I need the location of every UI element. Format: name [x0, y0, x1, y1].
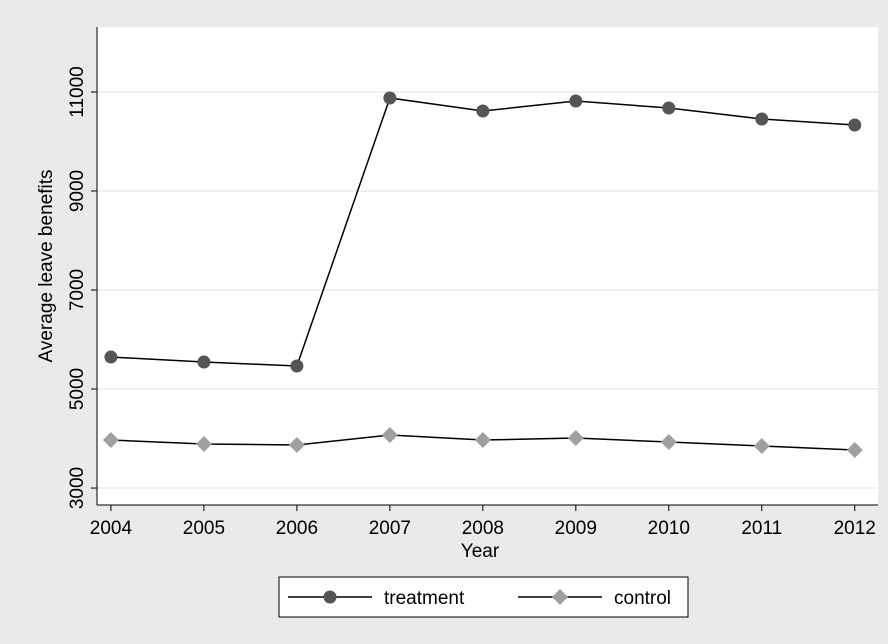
data-point [197, 355, 211, 369]
legend-label: treatment [384, 588, 465, 609]
y-axis-label: Average leave benefits [36, 170, 57, 363]
data-point [104, 350, 118, 364]
data-point [288, 437, 305, 454]
data-point [662, 101, 676, 115]
data-point [102, 432, 119, 449]
legend-label: control [614, 588, 671, 609]
y-tick-label: 7000 [67, 269, 88, 311]
y-tick-label: 3000 [67, 467, 88, 509]
x-tick-label: 2004 [90, 518, 133, 539]
data-point [567, 430, 584, 447]
y-tick-label: 9000 [67, 170, 88, 212]
y-tick-label: 5000 [67, 368, 88, 410]
x-tick-label: 2006 [276, 518, 318, 539]
x-tick-label: 2008 [462, 518, 504, 539]
legend-marker [323, 590, 337, 604]
data-point [290, 359, 304, 373]
x-tick-label: 2011 [741, 518, 782, 539]
x-tick-label: 2010 [648, 518, 690, 539]
data-point [476, 104, 490, 118]
data-point [474, 432, 491, 449]
data-point [660, 434, 677, 451]
data-point [381, 427, 398, 444]
data-point [383, 91, 397, 105]
plot-area [97, 27, 878, 505]
x-tick-label: 2007 [369, 518, 411, 539]
data-point [195, 436, 212, 453]
data-point [846, 442, 863, 459]
x-tick-label: 2012 [834, 518, 876, 539]
x-tick-label: 2009 [555, 518, 597, 539]
x-axis-label: Year [461, 541, 500, 562]
y-tick-label: 11000 [67, 66, 88, 117]
legend-marker [552, 589, 568, 605]
data-point [755, 112, 769, 126]
data-point [753, 438, 770, 455]
x-tick-label: 2005 [183, 518, 225, 539]
data-point [569, 94, 583, 108]
data-point [848, 118, 862, 132]
